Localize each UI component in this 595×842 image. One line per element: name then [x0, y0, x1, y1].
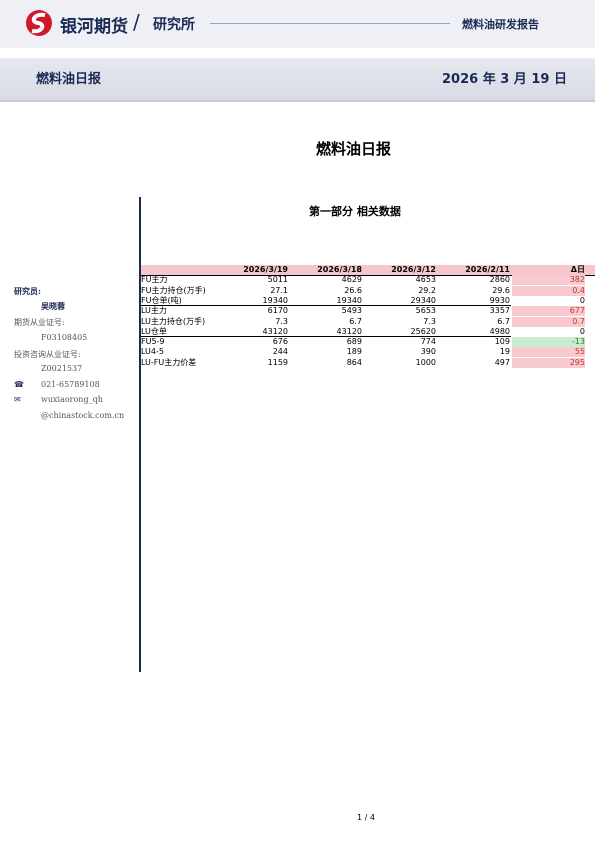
- value-cell: 109: [494, 337, 510, 347]
- column-header: 2026/3/19: [243, 265, 288, 274]
- mail-icon: ✉: [14, 395, 21, 404]
- license-label: 期货从业证号:: [14, 318, 65, 327]
- value-cell: 43120: [262, 326, 288, 336]
- value-cell: 676: [272, 337, 288, 347]
- license: F03108405: [41, 333, 88, 342]
- row-label: LU-FU主力价差: [141, 357, 197, 367]
- phone: 021-65789108: [41, 380, 100, 389]
- value-cell: 3357: [489, 306, 510, 316]
- row-label: LU主力持仓(万手): [141, 316, 206, 326]
- value-cell: 29340: [410, 295, 436, 305]
- divider: [139, 197, 141, 672]
- value-cell: 244: [272, 347, 288, 357]
- value-cell: 9930: [489, 295, 510, 305]
- value-cell: 43120: [336, 326, 362, 336]
- group-rule: [141, 336, 511, 338]
- value-cell: 5653: [415, 306, 436, 316]
- change-cell: -13: [512, 337, 585, 348]
- email-user: wuxiaorong_qh: [41, 395, 103, 404]
- header-row-bg: [141, 265, 595, 276]
- row-label: FU5-9: [141, 337, 165, 347]
- value-cell: 4653: [415, 275, 436, 285]
- doc-title: 燃料油日报: [316, 140, 392, 158]
- slash: /: [133, 10, 140, 34]
- value-cell: 189: [346, 347, 362, 357]
- value-cell: 26.6: [344, 285, 362, 295]
- division: 研究所: [153, 17, 195, 33]
- value-cell: 27.1: [270, 285, 288, 295]
- value-cell: 497: [494, 357, 510, 367]
- value-cell: 1159: [267, 357, 288, 367]
- change-cell: 382: [512, 275, 585, 286]
- row-label: FU主力: [141, 275, 168, 285]
- value-cell: 5493: [341, 306, 362, 316]
- advisory-label: 投资咨询从业证号:: [14, 350, 81, 359]
- change-cell: 0.7: [512, 316, 585, 327]
- value-cell: 1000: [415, 357, 436, 367]
- value-cell: 4629: [341, 275, 362, 285]
- value-cell: 7.3: [423, 316, 436, 326]
- value-cell: 29.2: [418, 285, 436, 295]
- value-cell: 4980: [489, 326, 510, 336]
- section-title: 第一部分 相关数据: [309, 205, 401, 218]
- row-label: LU仓单: [141, 326, 167, 336]
- phone-icon: ☎: [14, 380, 24, 389]
- group-rule: [141, 305, 511, 307]
- value-cell: 19340: [262, 295, 288, 305]
- value-cell: 6.7: [497, 316, 510, 326]
- column-header: 2026/3/12: [391, 265, 436, 274]
- report-type: 燃料油研发报告: [462, 18, 539, 31]
- change-cell: 677: [512, 306, 585, 317]
- value-cell: 689: [346, 337, 362, 347]
- column-header: Δ日: [570, 265, 585, 274]
- email-domain: @chinastock.com.cn: [41, 411, 125, 420]
- row-label: FU主力持仓(万手): [141, 285, 206, 295]
- brand: 银河期货: [60, 17, 128, 37]
- row-label: LU主力: [141, 306, 167, 316]
- header-title: 燃料油日报: [36, 72, 102, 87]
- value-cell: 25620: [410, 326, 436, 336]
- value-cell: 6170: [267, 306, 288, 316]
- change-cell: 295: [512, 357, 585, 368]
- row-label: LU4-5: [141, 347, 164, 357]
- name: 吴晓蓉: [41, 301, 65, 311]
- advisory: Z0021537: [41, 364, 83, 373]
- column-header: 2026/2/11: [465, 265, 510, 274]
- top-band: [0, 0, 595, 48]
- row-label: FU仓单(吨): [141, 295, 182, 305]
- value-cell: 6.7: [349, 316, 362, 326]
- column-header: 2026/3/18: [317, 265, 362, 274]
- value-cell: 5011: [267, 275, 288, 285]
- header-date: 2026 年 3 月 19 日: [442, 72, 567, 87]
- change-cell: 55: [512, 347, 585, 358]
- page-number: 1 / 4: [357, 813, 375, 822]
- role: 研究员:: [14, 286, 41, 296]
- rule: [210, 23, 450, 24]
- change-cell: 0: [512, 295, 585, 306]
- value-cell: 19340: [336, 295, 362, 305]
- value-cell: 774: [420, 337, 436, 347]
- change-cell: 0: [512, 326, 585, 337]
- value-cell: 390: [420, 347, 436, 357]
- value-cell: 2860: [489, 275, 510, 285]
- logo: [26, 10, 52, 36]
- title-band: [0, 58, 595, 102]
- value-cell: 7.3: [275, 316, 288, 326]
- change-cell: 0.4: [512, 285, 585, 296]
- value-cell: 29.6: [492, 285, 510, 295]
- value-cell: 19: [499, 347, 510, 357]
- value-cell: 864: [346, 357, 362, 367]
